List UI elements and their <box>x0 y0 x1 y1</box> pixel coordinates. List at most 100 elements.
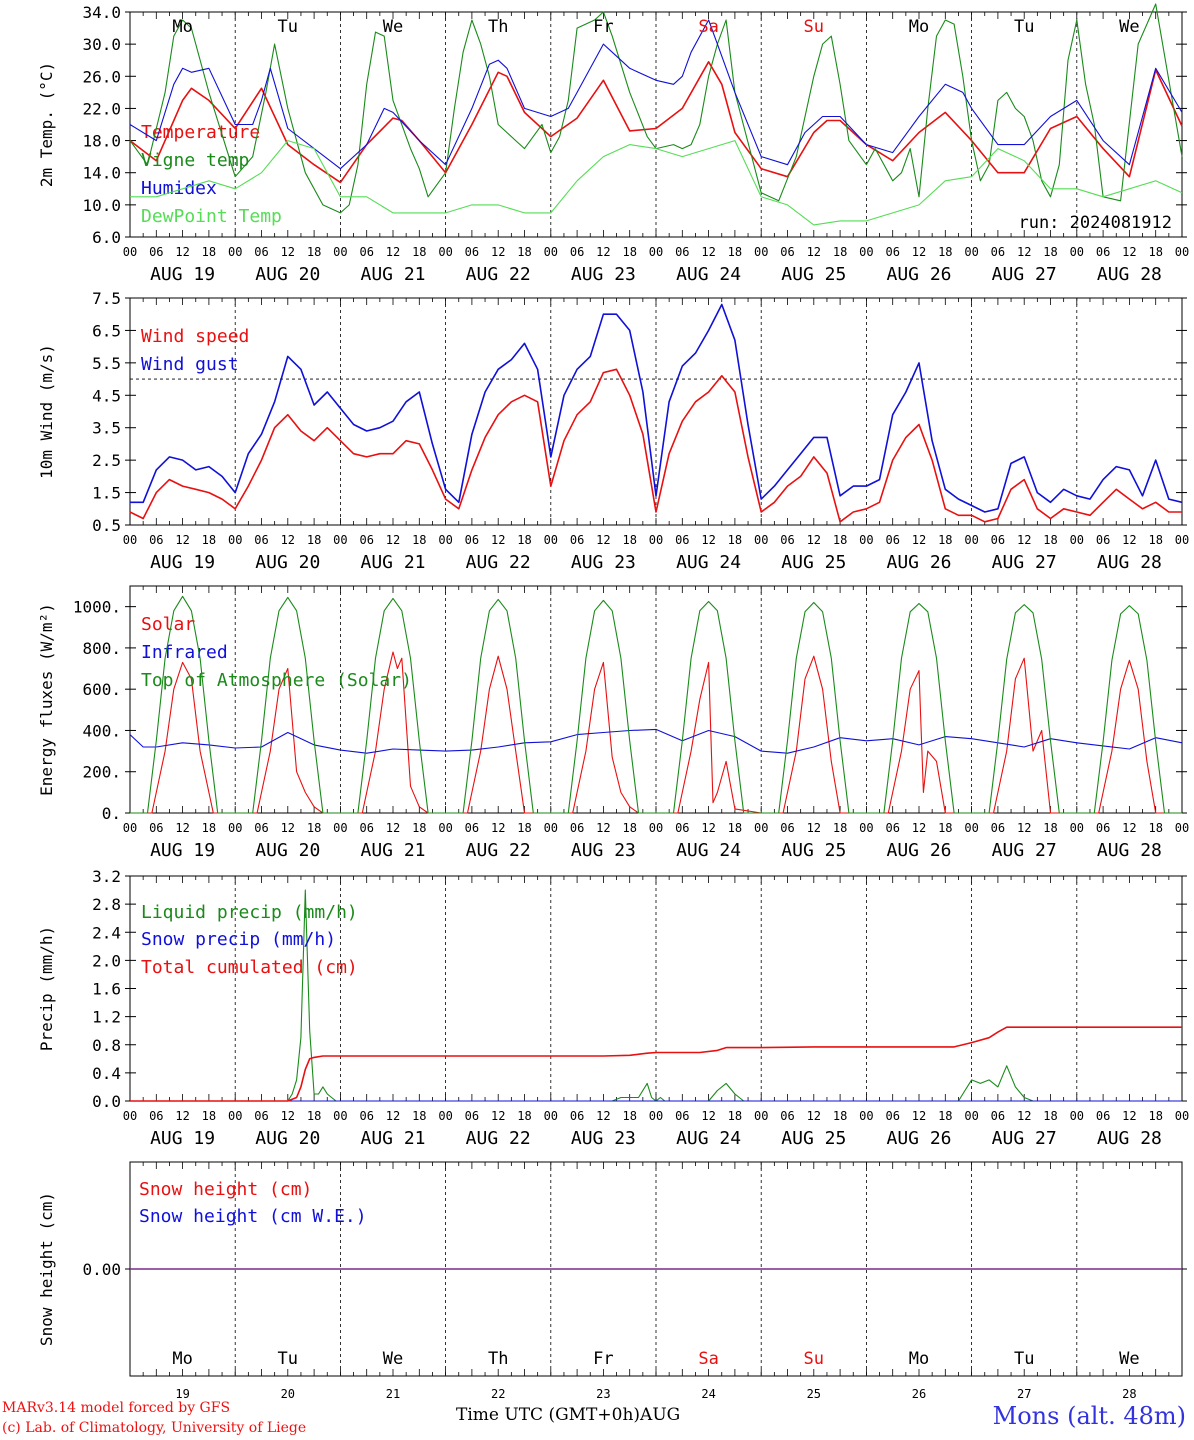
y-tick-label: 26.0 <box>82 67 121 86</box>
y-tick-label: 0.0 <box>92 1092 121 1111</box>
hour-tick-label: 00 <box>1175 245 1189 259</box>
date-label: AUG 25 <box>781 264 846 285</box>
hour-tick-label: 06 <box>570 245 584 259</box>
hour-tick-label: 18 <box>412 821 426 835</box>
date-label: AUG 25 <box>781 552 846 573</box>
hour-tick-label: 12 <box>701 245 715 259</box>
day-label: Su <box>804 17 824 37</box>
hour-tick-label: 00 <box>333 821 347 835</box>
y-axis-title: Precip (mm/h) <box>37 926 56 1051</box>
hour-tick-label: 18 <box>517 533 531 547</box>
hour-tick-label: 00 <box>964 245 978 259</box>
y-tick-label: 1.2 <box>92 1008 121 1027</box>
date-label: AUG 19 <box>150 552 215 573</box>
day-label: Sa <box>698 1349 718 1369</box>
station-label: Mons (alt. 48m) <box>992 1402 1186 1430</box>
hour-tick-label: 18 <box>833 1109 847 1123</box>
hour-tick-label: 12 <box>175 1109 189 1123</box>
y-tick-label: 1.6 <box>92 980 121 999</box>
date-label: AUG 22 <box>466 552 531 573</box>
hour-tick-label: 00 <box>123 245 137 259</box>
hour-tick-label: 00 <box>544 1109 558 1123</box>
hour-tick-label: 00 <box>859 1109 873 1123</box>
hour-tick-label: 18 <box>412 1109 426 1123</box>
y-tick-label: 2.0 <box>92 951 121 970</box>
hour-tick-label: 00 <box>859 821 873 835</box>
hour-tick-label: 00 <box>859 533 873 547</box>
hour-tick-label: 06 <box>1096 1109 1110 1123</box>
hour-tick-label: 18 <box>1043 1109 1057 1123</box>
date-label: AUG 26 <box>886 1128 951 1149</box>
hour-tick-label: 12 <box>912 1109 926 1123</box>
hour-tick-label: 06 <box>254 1109 268 1123</box>
hour-tick-label: 00 <box>228 533 242 547</box>
hour-tick-label: 12 <box>175 821 189 835</box>
hour-tick-label: 12 <box>912 821 926 835</box>
hour-tick-label: 06 <box>570 821 584 835</box>
legend-entry: Total cumulated (cm) <box>141 957 358 978</box>
hour-tick-label: 18 <box>833 533 847 547</box>
hour-tick-label: 00 <box>754 245 768 259</box>
y-tick-label: 0.8 <box>92 1036 121 1055</box>
date-label: AUG 22 <box>466 264 531 285</box>
y-tick-label: 4.5 <box>92 386 121 405</box>
hour-tick-label: 06 <box>780 1109 794 1123</box>
hour-tick-label: 12 <box>701 821 715 835</box>
y-axis-title: Snow height (cm) <box>37 1192 56 1346</box>
date-label: AUG 23 <box>571 264 636 285</box>
date-label: AUG 20 <box>255 264 320 285</box>
hour-tick-label: 00 <box>1070 1109 1084 1123</box>
y-tick-label: 2.4 <box>92 923 121 942</box>
date-label: AUG 27 <box>992 840 1057 861</box>
hour-tick-label: 00 <box>1175 533 1189 547</box>
y-tick-label: 800. <box>82 639 121 658</box>
hour-tick-label: 00 <box>228 1109 242 1123</box>
date-label: AUG 19 <box>150 264 215 285</box>
hour-tick-label: 12 <box>491 533 505 547</box>
hour-tick-label: 18 <box>1148 1109 1162 1123</box>
day-label: We <box>383 17 403 37</box>
day-label: Th <box>488 1349 508 1369</box>
date-label: AUG 20 <box>255 840 320 861</box>
panel-1: 6.0 10.0 14.0 18.0 22.0 26.0 30.0 34.0 2m Temp. … <box>37 3 1189 285</box>
date-label: AUG 28 <box>1097 552 1162 573</box>
hour-tick-label: 18 <box>517 245 531 259</box>
series-line <box>130 140 1183 226</box>
day-number: 24 <box>701 1387 715 1401</box>
y-tick-label: 2.8 <box>92 895 121 914</box>
hour-tick-label: 18 <box>938 1109 952 1123</box>
day-number: 23 <box>596 1387 610 1401</box>
legend-entry: Snow precip (mm/h) <box>141 929 336 950</box>
hour-tick-label: 18 <box>307 821 321 835</box>
hour-tick-label: 06 <box>359 245 373 259</box>
date-label: AUG 21 <box>360 264 425 285</box>
y-tick-label: 10.0 <box>82 196 121 215</box>
hour-tick-label: 06 <box>885 533 899 547</box>
hour-tick-label: 06 <box>675 245 689 259</box>
hour-tick-label: 18 <box>622 821 636 835</box>
legend-entry: Vigne temp <box>141 150 249 171</box>
hour-tick-label: 18 <box>1148 533 1162 547</box>
hour-tick-label: 18 <box>728 533 742 547</box>
hour-tick-label: 12 <box>386 533 400 547</box>
hour-tick-label: 06 <box>885 821 899 835</box>
hour-tick-label: 18 <box>412 245 426 259</box>
day-label: Tu <box>1014 17 1034 37</box>
hour-tick-label: 00 <box>438 821 452 835</box>
hour-tick-label: 00 <box>964 1109 978 1123</box>
y-axis-title: 10m Wind (m/s) <box>37 344 56 479</box>
hour-tick-label: 06 <box>991 1109 1005 1123</box>
y-tick-label: 30.0 <box>82 35 121 54</box>
y-tick-label: 34.0 <box>82 3 121 22</box>
hour-tick-label: 06 <box>149 821 163 835</box>
x-axis-label: Time UTC (GMT+0h) <box>456 1405 641 1425</box>
hour-tick-label: 06 <box>1096 245 1110 259</box>
hour-tick-label: 12 <box>491 821 505 835</box>
hour-tick-label: 18 <box>517 821 531 835</box>
series-line <box>129 3 1183 214</box>
hour-tick-label: 06 <box>254 533 268 547</box>
hour-tick-label: 00 <box>123 1109 137 1123</box>
date-label: AUG 27 <box>992 552 1057 573</box>
hour-tick-label: 12 <box>701 533 715 547</box>
